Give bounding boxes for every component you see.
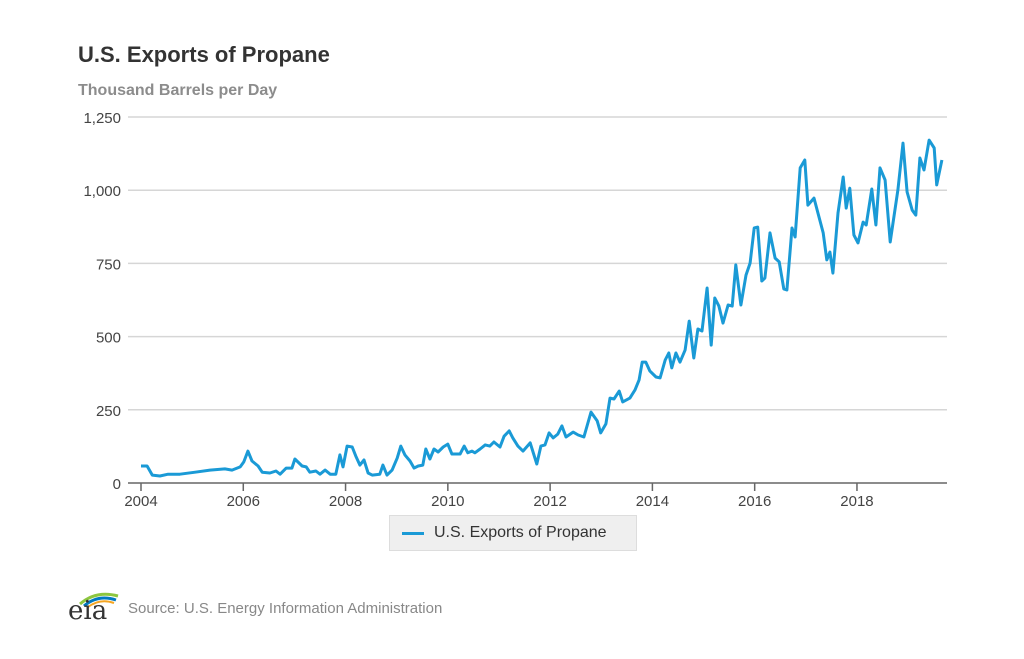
source-note: Source: U.S. Energy Information Administ… — [128, 600, 443, 617]
y-tick-label: 250 — [96, 403, 121, 420]
series-line — [141, 138, 944, 478]
y-tick-label: 750 — [96, 256, 121, 273]
x-tick-label: 2016 — [738, 493, 771, 510]
y-tick-label: 0 — [113, 476, 121, 493]
logo-text: eia — [68, 596, 108, 626]
x-tick-label: 2010 — [431, 493, 464, 510]
chart-title: U.S. Exports of Propane — [78, 42, 330, 67]
logo-swoosh-icon — [79, 592, 119, 608]
legend[interactable]: U.S. Exports of Propane — [389, 515, 637, 551]
x-tick-label: 2012 — [533, 493, 566, 510]
legend-label: U.S. Exports of Propane — [434, 524, 607, 541]
y-tick-label: 1,000 — [83, 183, 121, 200]
eia-logo: eia — [66, 588, 119, 628]
y-tick-label: 1,250 — [83, 110, 121, 127]
x-tick-label: 2008 — [329, 493, 362, 510]
x-tick-label: 2018 — [840, 493, 873, 510]
legend-swatch — [402, 531, 424, 535]
x-tick-label: 2014 — [636, 493, 669, 510]
x-tick-label: 2004 — [124, 493, 157, 510]
y-axis-label: Thousand Barrels per Day — [78, 82, 278, 99]
x-tick-label: 2006 — [227, 493, 260, 510]
y-tick-label: 500 — [96, 330, 121, 347]
